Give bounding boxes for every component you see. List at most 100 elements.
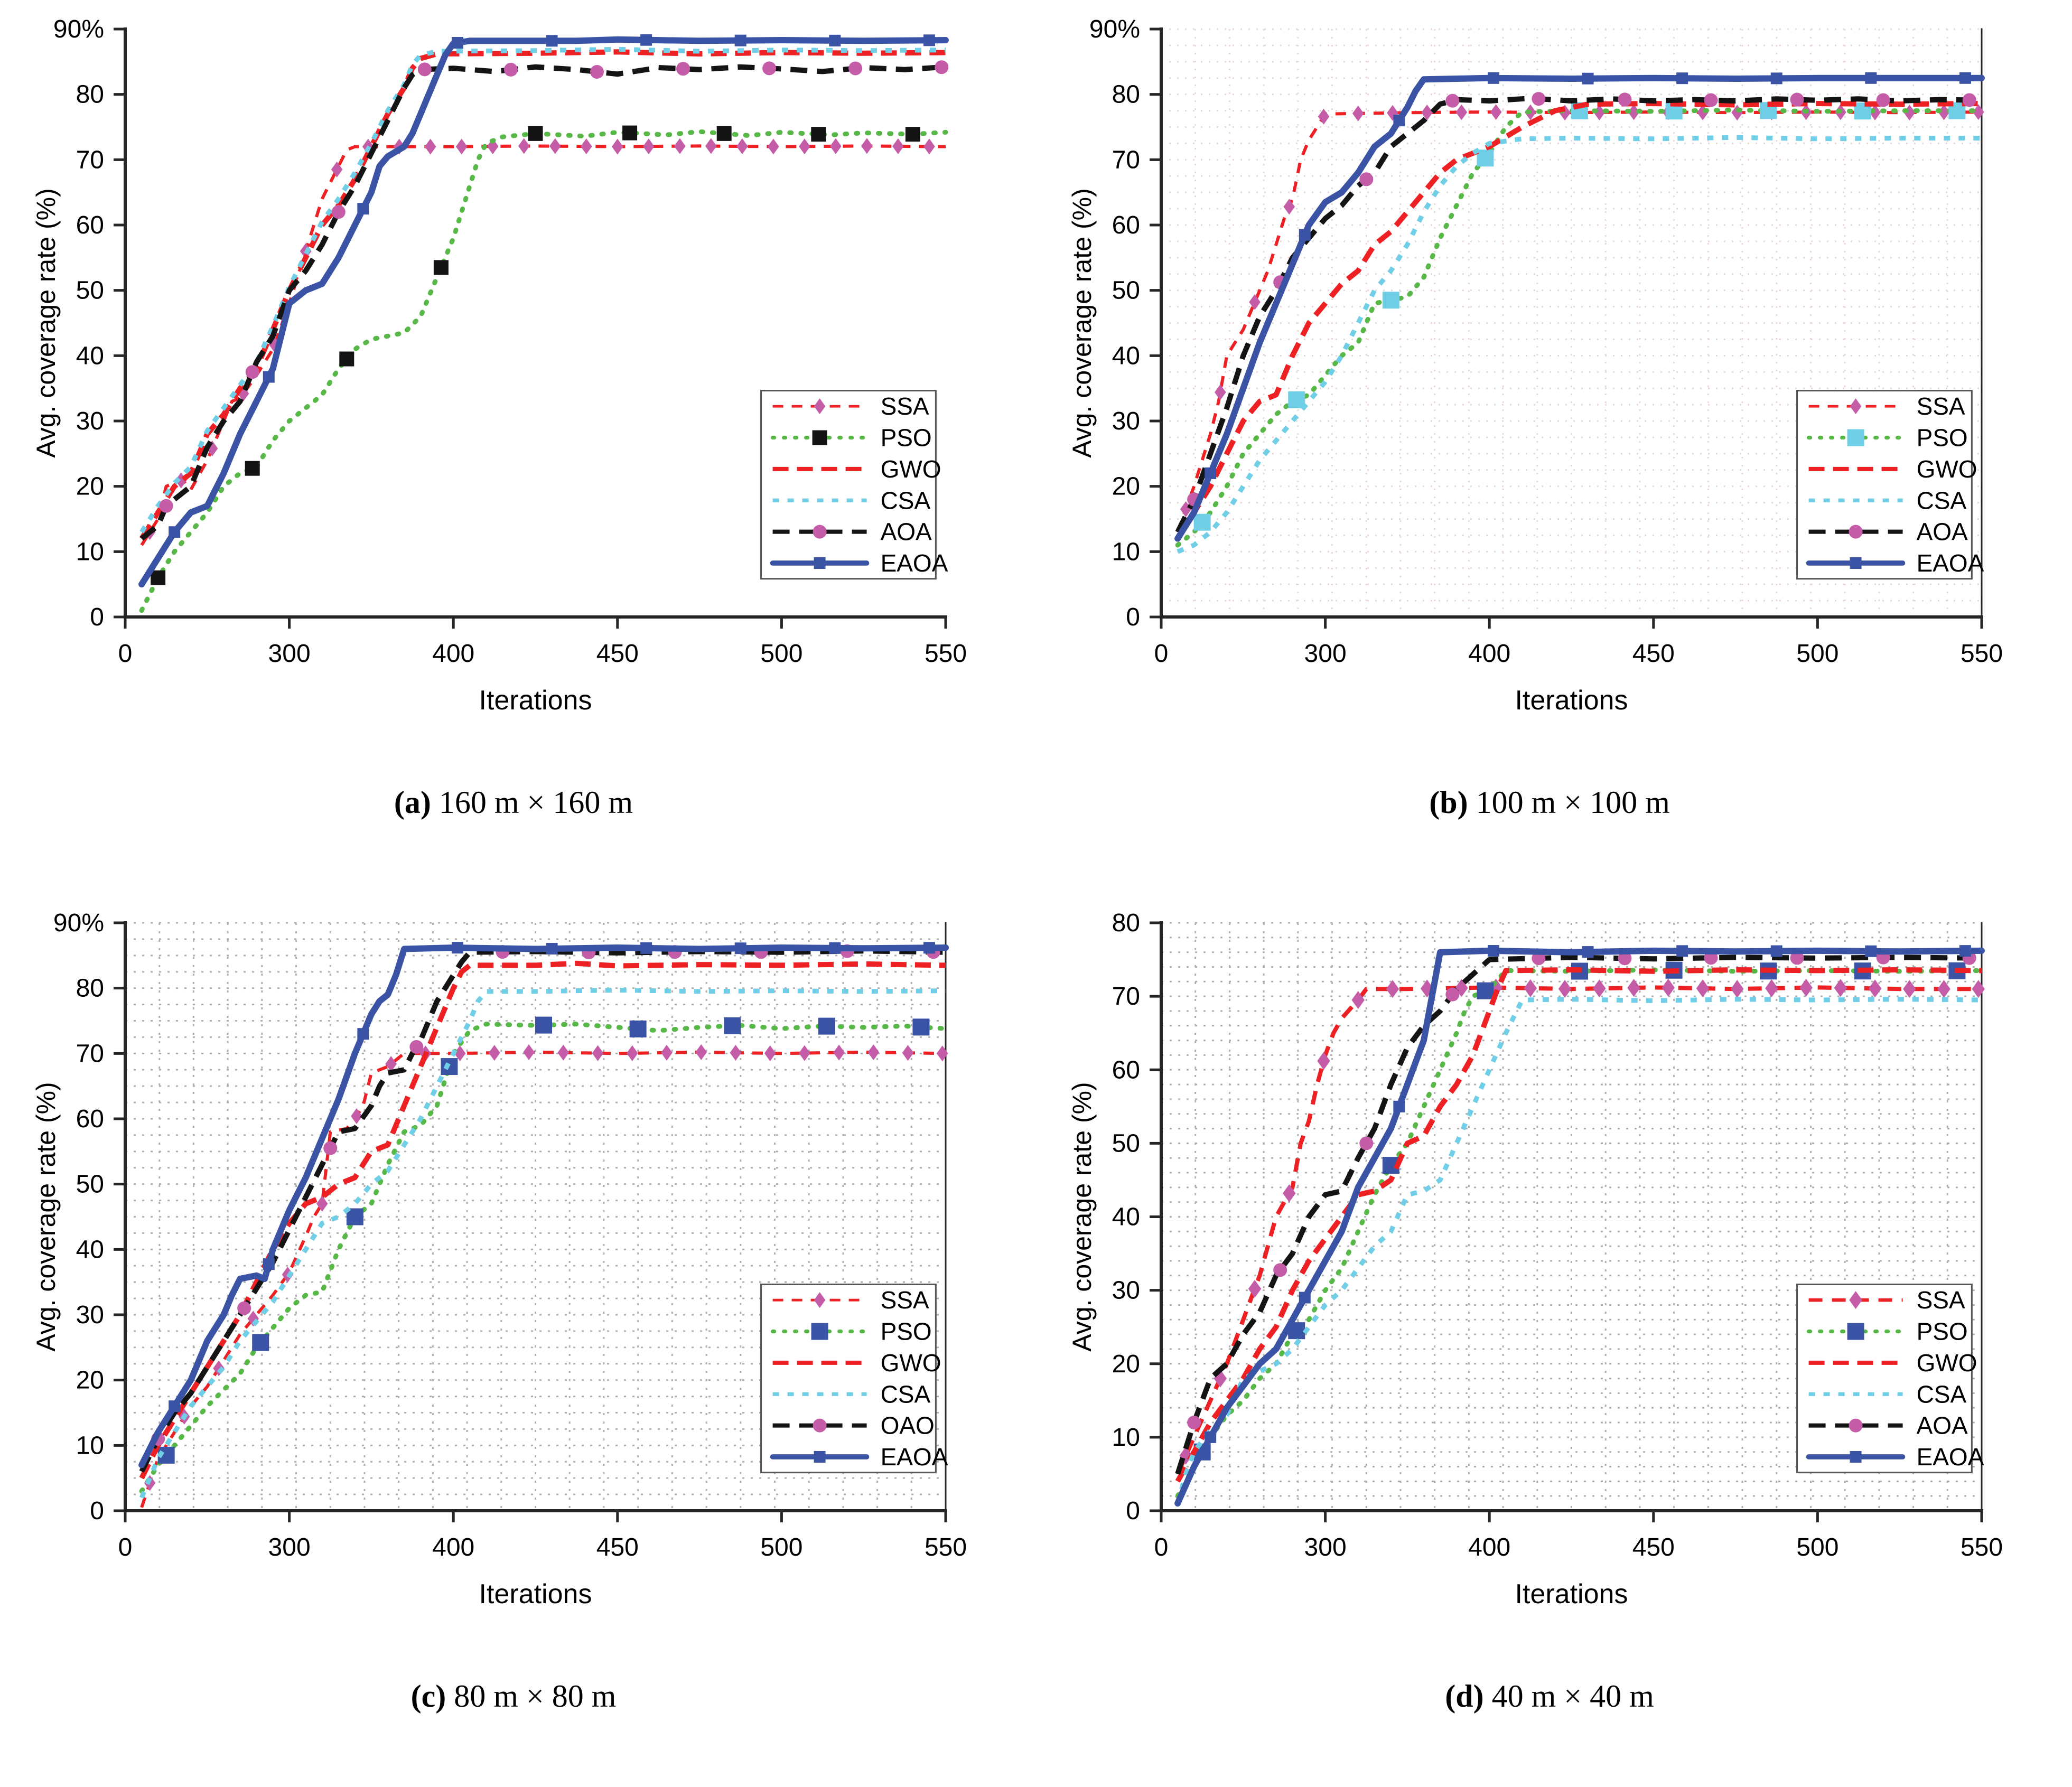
square-marker [640, 942, 652, 954]
diamond-marker [454, 1045, 466, 1062]
x-tick-label: 300 [1304, 640, 1347, 668]
x-axis-title: Iterations [1515, 685, 1628, 716]
square-marker [1487, 945, 1499, 957]
diamond-marker [331, 161, 343, 177]
x-axis-title: Iterations [1515, 1579, 1628, 1610]
y-tick-label: 20 [1112, 473, 1140, 501]
panel-b: 0 10 20 30 40 50 60 70 80 90% 0 300 400 450 500 550 Iter… [1036, 0, 2072, 755]
diamond-marker [643, 138, 655, 155]
diamond-marker [489, 1045, 500, 1061]
square-marker [1299, 1292, 1311, 1304]
square-marker [546, 35, 558, 47]
y-axis-title: Avg. coverage rate (%) [31, 1082, 61, 1351]
y-tick-label: 10 [1112, 1424, 1140, 1452]
y-ticks: 0 10 20 30 40 50 60 70 80 [1112, 909, 1161, 1525]
x-tick-label: 550 [1961, 640, 2003, 668]
square-marker [169, 1400, 181, 1412]
series-EAOA [1174, 945, 1985, 1507]
legend-label-GWO: GWO [881, 1349, 941, 1377]
legend-label-EAOA: EAOA [1917, 1443, 1984, 1471]
diamond-marker [1868, 979, 1882, 998]
caption-d: (d) 40 m × 40 m [1058, 1649, 2041, 1787]
x-tick-label: 300 [268, 640, 311, 668]
square-marker [716, 126, 732, 141]
x-ticks: 0 300 400 450 500 550 [118, 617, 967, 668]
diamond-marker [1627, 979, 1640, 997]
diamond-marker [612, 138, 623, 155]
circle-marker [331, 205, 346, 219]
series-SSA-line [1175, 985, 1982, 1475]
caption-b-text: 100 m × 100 m [1476, 785, 1670, 820]
diamond-marker [1903, 980, 1916, 998]
series-AOA-line [139, 64, 946, 541]
square-marker [339, 351, 354, 367]
square-marker [1959, 72, 1971, 84]
legend-label-EAOA: EAOA [1917, 549, 1984, 577]
square-marker [1382, 292, 1399, 309]
y-tick-label: 80 [1112, 81, 1140, 109]
caption-b-label: (b) [1429, 785, 1468, 820]
circle-marker [237, 1301, 251, 1315]
y-tick-label: 40 [1112, 1203, 1140, 1231]
x-ticks: 0 300 400 450 500 550 [118, 1511, 967, 1561]
diamond-marker [1697, 104, 1709, 120]
square-marker [1393, 115, 1405, 127]
diamond-marker [799, 1045, 810, 1061]
diamond-marker [1490, 104, 1502, 120]
square-marker [734, 34, 746, 46]
diamond-marker [814, 1292, 826, 1308]
legend-label-AOA: AOA [1917, 1412, 1968, 1439]
legend-label-OAO: OAO [881, 1412, 935, 1439]
y-tick-label: 70 [1112, 146, 1140, 174]
series-CSA [1177, 135, 1982, 554]
diamond-marker [861, 138, 873, 154]
square-marker [622, 125, 638, 141]
y-tick-label: 10 [76, 538, 104, 566]
diamond-marker [1455, 104, 1468, 120]
series-EAOA-markers [169, 34, 935, 538]
y-axis-title: Avg. coverage rate (%) [1067, 1082, 1097, 1351]
diamond-marker [936, 1045, 948, 1062]
square-marker [1205, 1431, 1217, 1443]
caption-c-label: (c) [410, 1679, 446, 1714]
series-SSA-markers [144, 138, 935, 540]
square-marker [1582, 946, 1594, 958]
caption-c-text: 80 m × 80 m [454, 1679, 617, 1714]
circle-marker [676, 62, 690, 76]
square-marker [1477, 982, 1494, 999]
diamond-marker [487, 138, 499, 155]
series-AOA [1175, 92, 1982, 534]
diamond-marker [1386, 980, 1399, 998]
axes [124, 921, 947, 1512]
circle-marker [1532, 92, 1546, 106]
diamond-marker [1730, 980, 1744, 998]
legend-label-SSA: SSA [881, 392, 929, 420]
y-tick-label: 0 [1126, 1497, 1140, 1525]
circle-marker [159, 499, 173, 513]
circle-marker [935, 60, 949, 74]
square-marker [357, 1028, 369, 1040]
circle-marker [245, 365, 259, 379]
series-EAOA-markers [1205, 945, 1971, 1443]
diamond-marker [1765, 979, 1778, 997]
diamond-marker [902, 1045, 914, 1061]
diamond-marker [1351, 991, 1365, 1009]
x-tick-label: 550 [925, 640, 967, 668]
circle-marker [1273, 1263, 1287, 1277]
x-tick-label: 300 [1304, 1533, 1347, 1561]
x-axis-title: Iterations [479, 1579, 592, 1610]
diamond-marker [1972, 980, 1985, 998]
square-marker [433, 260, 449, 275]
diamond-marker [892, 138, 904, 154]
square-marker [829, 34, 841, 46]
diamond-marker [351, 1108, 362, 1125]
x-tick-label: 0 [118, 1533, 133, 1561]
caption-d-label: (d) [1445, 1679, 1484, 1714]
circle-marker [590, 65, 604, 79]
diamond-marker [385, 1056, 397, 1072]
circle-marker [1790, 951, 1804, 965]
square-marker [1850, 1451, 1862, 1463]
square-marker [1477, 149, 1494, 167]
diamond-marker [830, 138, 842, 154]
